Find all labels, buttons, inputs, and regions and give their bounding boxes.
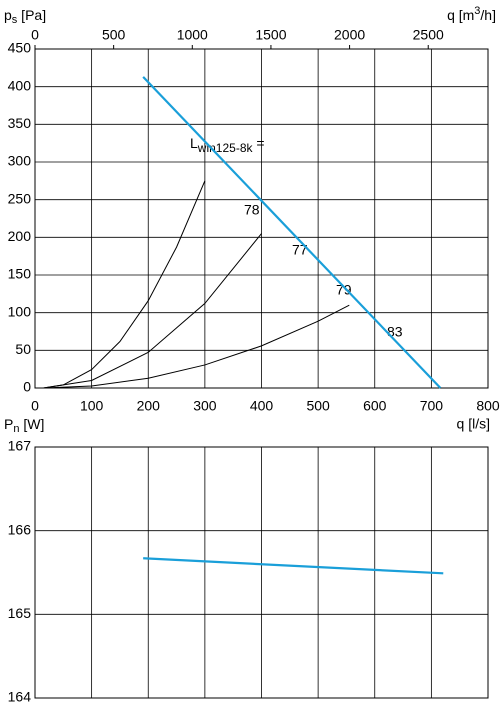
x-tick-label: 800 <box>476 398 500 414</box>
x-tick-label: 300 <box>193 398 217 414</box>
y-tick-label: 165 <box>8 605 32 621</box>
x2-tick-label: 1000 <box>177 27 208 43</box>
x-tick-label: 700 <box>420 398 444 414</box>
annotation: 78 <box>244 202 260 218</box>
x-tick-label: 600 <box>363 398 387 414</box>
annotation: 83 <box>387 324 403 340</box>
data-line <box>43 180 206 389</box>
y-tick-label: 100 <box>8 303 32 319</box>
x-tick-label: 0 <box>31 398 39 414</box>
data-line <box>43 233 262 389</box>
plot-frame <box>34 446 489 699</box>
y-tick-label: 400 <box>8 77 32 93</box>
label-main: P <box>4 416 13 432</box>
x2-tick-label: 500 <box>102 27 126 43</box>
y-tick-label: 350 <box>8 115 32 131</box>
label-sub: n <box>13 423 19 435</box>
label-unit: [Pa] <box>17 7 46 23</box>
label-sub: s <box>12 14 18 26</box>
label-unit: [W] <box>19 416 44 432</box>
y-tick-label: 50 <box>15 341 31 357</box>
y-axis-label: Pn [W] <box>4 416 44 435</box>
y-tick-label: 166 <box>8 521 32 537</box>
label-main: p <box>4 7 12 23</box>
data-line <box>43 304 350 389</box>
annotation: 79 <box>336 282 352 298</box>
x-tick-label: 200 <box>137 398 161 414</box>
y-tick-label: 450 <box>8 40 32 56</box>
label-tail: = <box>253 135 265 151</box>
x-tick-label: 500 <box>306 398 330 414</box>
x-axis-label: q [l/s] <box>457 416 490 432</box>
data-line <box>142 76 442 389</box>
plot-frame <box>34 48 489 389</box>
x-tick-label: 100 <box>80 398 104 414</box>
label-sup: 3 <box>474 5 480 17</box>
label-main: L <box>190 135 198 151</box>
data-line <box>143 557 444 575</box>
y-axis-label: ps [Pa] <box>4 7 46 26</box>
y-tick-label: 167 <box>8 438 32 454</box>
y-tick-label: 0 <box>23 379 31 395</box>
x2-tick-label: 0 <box>31 27 39 43</box>
x2-tick-label: 2000 <box>334 27 365 43</box>
x2-axis-label: q [m3/h] <box>447 5 496 23</box>
x2-tick-label: 2500 <box>413 27 444 43</box>
y-tick-label: 164 <box>8 689 32 705</box>
x-tick-label: 400 <box>250 398 274 414</box>
y-tick-label: 150 <box>8 266 32 282</box>
label-main: q [m <box>447 7 474 23</box>
x2-tick-label: 1500 <box>255 27 286 43</box>
label-sub: win125-8k <box>197 141 254 155</box>
y-tick-label: 300 <box>8 153 32 169</box>
label-unit: /h] <box>480 7 496 23</box>
y-tick-label: 250 <box>8 190 32 206</box>
annotation: 77 <box>292 242 308 258</box>
y-tick-label: 200 <box>8 228 32 244</box>
